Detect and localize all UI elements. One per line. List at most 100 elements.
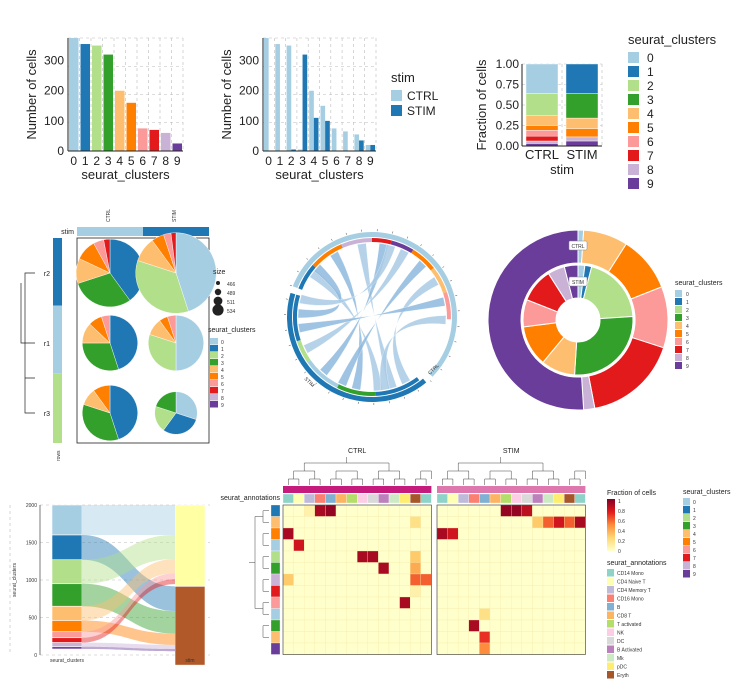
legend-swatch [628, 122, 639, 133]
heatmap-cell [436, 573, 448, 586]
heatmap-cell [489, 539, 501, 552]
legend-label: 9 [221, 403, 224, 409]
y-tick-label: 0.00 [496, 139, 520, 153]
cluster-segment [390, 240, 414, 254]
heatmap-cell [388, 596, 400, 609]
heatmap-cell [479, 527, 491, 540]
alluvial-node-left [51, 559, 83, 585]
column-annotation-cell [479, 493, 491, 504]
bar-stim [370, 144, 375, 151]
heatmap-cell [410, 562, 421, 575]
heatmap-cell [325, 608, 337, 621]
heatmap-cell [564, 504, 575, 517]
heatmap-cell [564, 608, 575, 621]
legend-swatch [210, 366, 218, 373]
chord-ribbon [337, 260, 427, 387]
heatmap-cell [564, 642, 575, 655]
stacked-segment [525, 115, 559, 126]
heatmap-cell [314, 539, 326, 552]
donut-chart: CTRL STIM seurat_clusters 0 1 2 3 4 5 6 7 8 9 [487, 229, 723, 411]
heatmap-cell [346, 539, 358, 552]
heatmap-cell [378, 550, 390, 563]
legend-swatch [210, 352, 218, 359]
heatmap-cell [479, 539, 491, 552]
heatmap-cell [532, 539, 544, 552]
heatmap-cell [346, 516, 358, 529]
heatmap-frame [282, 504, 432, 655]
heatmap-cell [468, 539, 480, 552]
heatmap-cell [500, 527, 512, 540]
heatmap-cell [521, 516, 533, 529]
pie-slice [82, 404, 119, 441]
legend-label: 3 [693, 524, 696, 530]
heatmap: CTRL STIM seurat_annotations Fraction of ce… [220, 448, 731, 679]
heatmap-cell [500, 585, 512, 598]
heatmap-cell [468, 642, 480, 655]
column-annotation-cell [325, 493, 337, 504]
heatmap-cell [335, 619, 347, 632]
heatmap-cell [399, 573, 411, 586]
heatmap-cell [479, 608, 491, 621]
pie-slice [155, 391, 177, 414]
heatmap-cell [468, 550, 480, 563]
heatmap-cell [293, 573, 305, 586]
legend-label: 1 [221, 347, 224, 353]
stacked-segment [525, 140, 559, 144]
alluvial-node-left [51, 646, 83, 650]
row-annotation-cell [270, 619, 281, 632]
legend-label: 0 [221, 340, 224, 346]
heatmap-cell [293, 608, 305, 621]
heatmap-cell [304, 585, 315, 598]
legend-swatch [607, 662, 614, 670]
axis-tick [315, 382, 317, 385]
legend-swatch [607, 620, 614, 628]
heatmap-cell [325, 631, 337, 644]
heatmap-cell [511, 642, 522, 655]
legend-label: 7 [221, 389, 224, 395]
y-tick-label: 0 [34, 653, 37, 659]
heatmap-cell [388, 504, 400, 517]
heatmap-cell [420, 504, 432, 517]
bar-ctrl [365, 144, 371, 151]
heatmap-cell [521, 642, 533, 655]
heatmap-cell [325, 585, 337, 598]
heatmap-cell [304, 608, 315, 621]
heatmap-cell [511, 504, 522, 517]
heatmap-cell [553, 504, 565, 517]
heatmap-cell [436, 608, 448, 621]
heatmap-cell [399, 504, 411, 517]
heatmap-cell [388, 516, 400, 529]
legend-label: 2 [221, 354, 224, 360]
legend-swatch [675, 298, 682, 305]
heatmap-cell [335, 631, 347, 644]
column-annotation-cell [553, 493, 565, 504]
cluster-segment [337, 384, 376, 396]
heatmap-cell [532, 504, 544, 517]
heatmap-cell [521, 608, 533, 621]
heatmap-cell [314, 596, 326, 609]
legend-label: 7 [647, 149, 654, 163]
legend-label: 8 [693, 564, 696, 570]
heatmap-cell [436, 550, 448, 563]
heatmap-cell [304, 642, 315, 655]
heatmap-cell [574, 631, 586, 644]
cluster-segment [430, 267, 447, 294]
row-annotation [53, 373, 62, 443]
cluster-segment [375, 377, 420, 396]
heatmap-cell [399, 631, 411, 644]
heatmap-cell [511, 619, 522, 632]
column-annotation-cell [447, 493, 459, 504]
legend-label: Mk [617, 656, 624, 662]
heatmap-cell [378, 516, 390, 529]
heatmap-cell [542, 504, 554, 517]
heatmap-cell [420, 631, 432, 644]
ring-label-box [568, 276, 588, 287]
alluvial-flow [82, 646, 175, 652]
axis-tick [331, 238, 333, 241]
cluster-legend-title: seurat_clusters [683, 489, 731, 496]
heatmap-cell [293, 596, 305, 609]
heatmap-cell [564, 619, 575, 632]
column-annotation-cell [542, 493, 554, 504]
heatmap-cell [282, 608, 294, 621]
